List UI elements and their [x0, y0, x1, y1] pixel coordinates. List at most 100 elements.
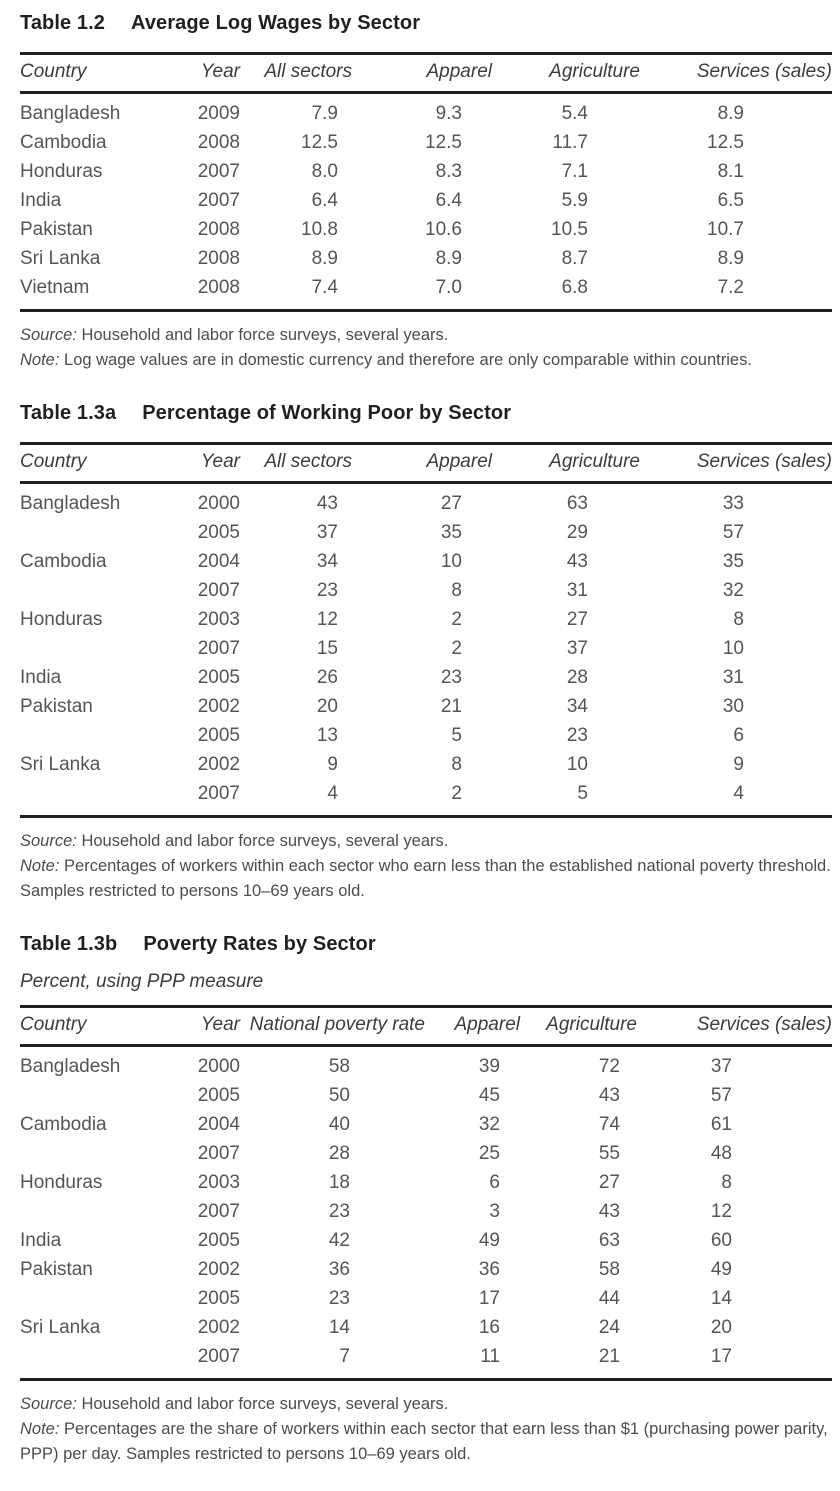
cell-value: 63	[598, 1229, 620, 1251]
table-row: Honduras 2007 8.0 8.3 7.1 8.1	[20, 157, 832, 186]
section-table-1-3a: Table 1.3a Percentage of Working Poor by …	[20, 402, 832, 904]
cell-value: 8.0	[311, 160, 338, 182]
cell-value: 12.5	[707, 131, 744, 153]
cell-value: 14	[328, 1316, 350, 1338]
column-header-services: Services (sales)	[640, 53, 832, 94]
cell-value: 8	[733, 608, 744, 630]
cell-value: 34	[316, 550, 338, 572]
cell-value: 6.4	[311, 189, 338, 211]
cell-country: Pakistan	[20, 1258, 93, 1280]
source-line: Source: Household and labor force survey…	[20, 829, 832, 854]
column-header-agriculture: Agriculture	[492, 443, 640, 484]
table-row: Bangladesh 2009 7.9 9.3 5.4 8.9	[20, 93, 832, 129]
cell-value: 10.5	[551, 218, 588, 240]
cell-value: 2	[451, 637, 462, 659]
note-line: Note: Percentages are the share of worke…	[20, 1417, 832, 1467]
cell-country: Pakistan	[20, 695, 93, 717]
cell-country: Vietnam	[20, 276, 90, 298]
cell-value: 6	[733, 724, 744, 746]
cell-value: 21	[598, 1345, 620, 1367]
cell-country	[20, 1139, 170, 1168]
table-row: Cambodia 2004 34 10 43 35	[20, 547, 832, 576]
note-text: Log wage values are in domestic currency…	[64, 351, 752, 369]
cell-year: 2007	[197, 579, 240, 601]
cell-value: 12	[710, 1200, 732, 1222]
working-poor-table: Country Year All sectors Apparel Agricul…	[20, 442, 832, 818]
cell-country: Sri Lanka	[20, 247, 101, 269]
cell-value: 7.2	[717, 276, 744, 298]
cell-value: 23	[328, 1287, 350, 1309]
cell-year: 2007	[197, 189, 240, 211]
cell-value: 24	[598, 1316, 620, 1338]
cell-value: 8	[451, 753, 462, 775]
cell-country: Bangladesh	[20, 1055, 121, 1077]
column-header-apparel: Apparel	[352, 443, 492, 484]
table-body: Bangladesh 2009 7.9 9.3 5.4 8.9 Cambodia 2008 12…	[20, 93, 832, 311]
cell-country: Bangladesh	[20, 492, 121, 514]
table-row: 2007 15 2 37 10	[20, 634, 832, 663]
table-1-2-title: Table 1.2 Average Log Wages by Sector	[20, 12, 832, 35]
cell-value: 30	[722, 695, 744, 717]
cell-value: 12.5	[425, 131, 462, 153]
cell-value: 28	[328, 1142, 350, 1164]
poverty-rates-table: Country Year National poverty rate Appar…	[20, 1005, 832, 1381]
section-table-1-3b: Table 1.3b Poverty Rates by Sector Percen…	[20, 933, 832, 1467]
cell-country	[20, 1342, 170, 1380]
cell-value: 6.8	[561, 276, 588, 298]
cell-year: 2000	[197, 1055, 240, 1077]
cell-value: 23	[440, 666, 462, 688]
cell-value: 17	[478, 1287, 500, 1309]
cell-year: 2005	[197, 666, 240, 688]
cell-country	[20, 1197, 170, 1226]
cell-country	[20, 1081, 170, 1110]
cell-country: India	[20, 1229, 62, 1251]
cell-value: 39	[478, 1055, 500, 1077]
cell-year: 2002	[197, 1258, 240, 1280]
column-header-year: Year	[170, 443, 240, 484]
cell-value: 7.1	[561, 160, 588, 182]
cell-country: India	[20, 189, 62, 211]
cell-value: 55	[598, 1142, 620, 1164]
cell-value: 37	[316, 521, 338, 543]
cell-value: 12	[316, 608, 338, 630]
cell-value: 10.6	[425, 218, 462, 240]
cell-country: Bangladesh	[20, 102, 121, 124]
header-row: Country Year All sectors Apparel Agricul…	[20, 443, 832, 484]
cell-value: 50	[328, 1084, 350, 1106]
cell-value: 9	[733, 753, 744, 775]
cell-value: 23	[566, 724, 588, 746]
cell-value: 10.7	[707, 218, 744, 240]
cell-country	[20, 1284, 170, 1313]
cell-value: 37	[710, 1055, 732, 1077]
cell-year: 2007	[197, 637, 240, 659]
source-label: Source:	[20, 326, 77, 344]
table-1-2-title-text: Average Log Wages by Sector	[131, 12, 421, 34]
table-row: Bangladesh 2000 43 27 63 33	[20, 483, 832, 519]
cell-year: 2002	[197, 695, 240, 717]
cell-country	[20, 634, 170, 663]
cell-value: 31	[722, 666, 744, 688]
source-line: Source: Household and labor force survey…	[20, 1392, 832, 1417]
table-body: Bangladesh 2000 58 39 72 37 2005 50 45 43 57 Cambod…	[20, 1046, 832, 1380]
table-header: Country Year National poverty rate Appar…	[20, 1006, 832, 1047]
cell-year: 2008	[197, 276, 240, 298]
cell-country: Sri Lanka	[20, 753, 101, 775]
column-header-all-sectors: All sectors	[240, 443, 352, 484]
table-row: Sri Lanka 2002 14 16 24 20	[20, 1313, 832, 1342]
cell-value: 63	[566, 492, 588, 514]
column-header-apparel: Apparel	[425, 1006, 520, 1047]
source-text: Household and labor force surveys, sever…	[81, 326, 449, 344]
cell-value: 36	[328, 1258, 350, 1280]
section-table-1-2: Table 1.2 Average Log Wages by Sector Cou…	[20, 12, 832, 373]
cell-value: 27	[440, 492, 462, 514]
table-row: Pakistan 2002 36 36 58 49	[20, 1255, 832, 1284]
cell-value: 2	[451, 608, 462, 630]
cell-country: Honduras	[20, 1171, 103, 1193]
cell-value: 29	[566, 521, 588, 543]
column-header-services: Services (sales)	[637, 1006, 832, 1047]
cell-value: 28	[566, 666, 588, 688]
table-footnotes: Source: Household and labor force survey…	[20, 323, 832, 373]
cell-value: 17	[710, 1345, 732, 1367]
cell-country: Sri Lanka	[20, 1316, 101, 1338]
